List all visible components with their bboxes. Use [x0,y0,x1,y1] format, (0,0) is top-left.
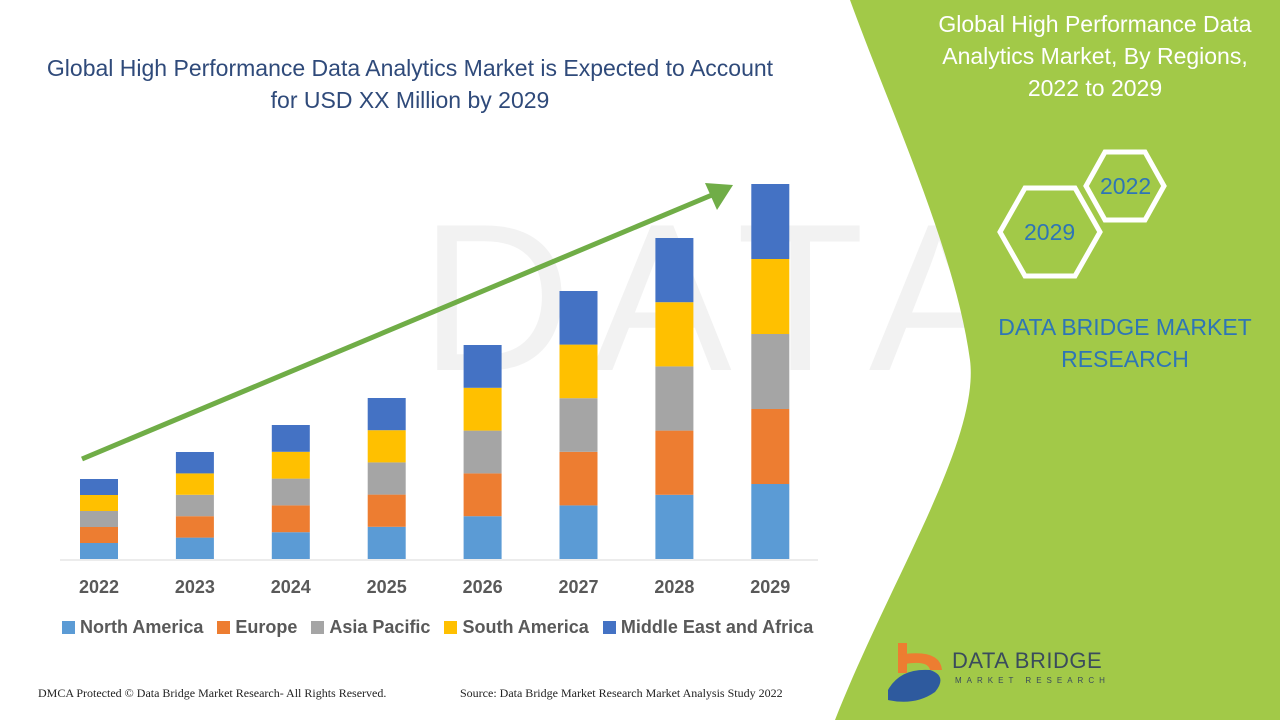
bar-segment-2023-3 [175,473,214,495]
legend-item: Asia Pacific [311,617,430,638]
bar-segment-2029-4 [751,184,790,259]
footer-copyright: DMCA Protected © Data Bridge Market Rese… [38,686,387,700]
x-tick-label: 2022 [79,577,119,597]
bar-segment-2028-2 [655,366,694,431]
legend-label: Europe [235,617,298,637]
bar-segment-2024-0 [271,532,310,559]
green-panel [835,0,1280,720]
legend-item: North America [62,617,203,638]
x-tick-label: 2023 [175,577,215,597]
hex-label-2022: 2022 [1100,173,1152,199]
logo-icon [888,643,942,702]
x-tick-label: 2028 [654,577,694,597]
legend-label: Middle East and Africa [620,617,814,637]
x-tick-label: 2026 [463,577,503,597]
trend-arrowhead [705,183,733,210]
bar-segment-2026-0 [463,516,502,559]
hex-label-2029: 2029 [1024,219,1076,245]
x-tick-label: 2024 [271,577,311,597]
logo-name: DATA BRIDGE [952,648,1103,673]
legend-swatch [311,621,325,634]
bar-segment-2025-0 [367,526,406,559]
logo-subtitle: MARKET RESEARCH [955,676,1110,685]
hexagon-2029 [997,185,1103,279]
trend-arrow [81,192,713,462]
bar-segment-2022-4 [80,479,118,495]
bar-segment-2026-3 [463,387,502,431]
legend-swatch [444,621,458,634]
hexagon-2022 [1083,149,1167,223]
x-tick-label: 2027 [558,577,598,597]
bar-segment-2022-1 [80,527,118,543]
bar-segment-2029-3 [751,259,790,334]
bar-segment-2027-4 [559,291,598,345]
bar-segment-2024-2 [271,478,310,506]
bar-segment-2028-0 [655,494,694,559]
legend-item: South America [444,617,589,638]
bar-segment-2027-2 [559,398,598,452]
legend-swatch [62,621,75,634]
footer-source: Source: Data Bridge Market Research Mark… [460,686,783,700]
legend-swatch [217,621,231,634]
bar-segment-2023-1 [175,516,214,538]
legend-item: Middle East and Africa [602,617,814,638]
legend-label: Asia Pacific [329,617,431,637]
bar-segment-2027-3 [559,344,598,399]
bar-segment-2022-2 [80,511,118,527]
bar-segment-2029-2 [751,334,790,409]
bar-segment-2026-4 [463,345,502,388]
bar-segment-2023-4 [175,452,214,474]
legend-label: South America [462,617,589,637]
bar-segment-2023-0 [175,537,214,559]
panel-title: Global High Performance Data Analytics M… [938,11,1252,101]
bar-segment-2029-0 [751,484,790,559]
bar-segment-2027-1 [559,451,598,506]
bar-segment-2026-2 [463,430,502,474]
chart-title: Global High Performance Data Analytics M… [46,55,774,113]
bar-segment-2022-0 [80,543,118,559]
x-tick-label: 2025 [367,577,407,597]
bar-segment-2029-1 [751,409,790,484]
bar-segment-2025-2 [367,462,406,495]
bar-segment-2028-1 [655,430,694,495]
bar-segment-2023-2 [175,494,214,517]
x-tick-label: 2029 [750,577,790,597]
bar-segment-2027-0 [559,505,598,559]
legend: North America Europe Asia Pacific South … [62,617,813,638]
brand-text: DATA BRIDGE MARKET RESEARCH [998,314,1252,372]
bar-segment-2026-1 [463,473,502,517]
bar-segment-2025-3 [367,430,406,463]
bar-segment-2022-3 [80,495,118,511]
legend-label: North America [80,617,204,637]
bar-segment-2024-1 [271,505,310,533]
legend-item: Europe [217,617,297,638]
bar-segment-2028-4 [655,238,694,303]
bar-segment-2024-3 [271,451,310,479]
bar-segment-2025-1 [367,494,406,527]
legend-swatch [602,621,616,634]
bar-segment-2025-4 [367,398,406,431]
bar-segment-2028-3 [655,302,694,367]
bar-segment-2024-4 [271,425,310,452]
